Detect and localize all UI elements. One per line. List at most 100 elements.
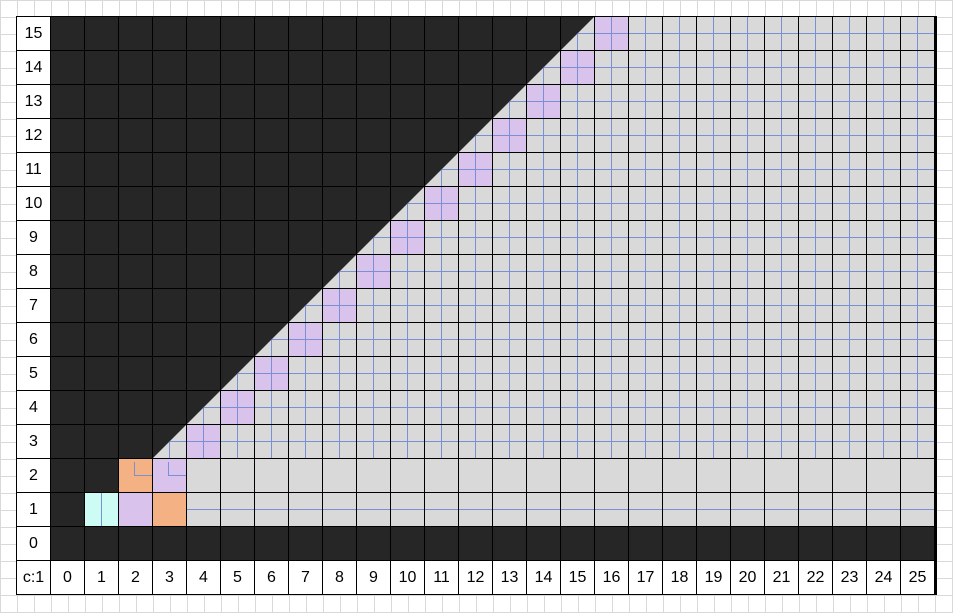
grid-cell xyxy=(765,459,798,492)
grid-cell xyxy=(357,357,390,390)
grid-cell xyxy=(391,119,424,152)
grid-cell xyxy=(629,153,662,186)
grid-cell xyxy=(595,357,628,390)
grid-cell xyxy=(765,357,798,390)
grid-cell xyxy=(459,391,492,424)
grid-cell xyxy=(867,527,900,560)
grid-cell xyxy=(187,187,220,220)
grid-cell xyxy=(901,187,934,220)
column-label: 23 xyxy=(833,561,866,594)
grid-cell xyxy=(85,221,118,254)
grid-cell xyxy=(221,221,254,254)
grid-cell xyxy=(493,255,526,288)
grid-cell xyxy=(425,357,458,390)
grid-cell xyxy=(289,425,322,458)
grid-cell xyxy=(221,17,254,50)
column-label: 14 xyxy=(527,561,560,594)
grid-cell xyxy=(459,187,492,220)
grid-cell xyxy=(289,85,322,118)
grid-cell xyxy=(765,85,798,118)
grid-cell xyxy=(425,187,458,220)
grid-cell xyxy=(867,17,900,50)
grid-cell xyxy=(425,391,458,424)
row-label: 7 xyxy=(17,289,50,322)
grid-cell xyxy=(595,323,628,356)
grid-cell xyxy=(799,459,832,492)
grid-cell xyxy=(425,221,458,254)
grid-cell xyxy=(765,255,798,288)
column-label: 13 xyxy=(493,561,526,594)
grid-cell xyxy=(85,425,118,458)
grid-cell xyxy=(323,17,356,50)
grid-cell xyxy=(561,391,594,424)
grid-cell xyxy=(629,425,662,458)
grid-cell xyxy=(255,255,288,288)
grid-cell xyxy=(289,493,322,526)
grid-cell xyxy=(901,85,934,118)
grid-cell xyxy=(391,357,424,390)
grid-cell xyxy=(901,51,934,84)
grid-cell xyxy=(153,187,186,220)
grid-cell xyxy=(357,323,390,356)
grid-cell xyxy=(255,391,288,424)
grid-cell xyxy=(51,425,84,458)
grid-cell xyxy=(595,425,628,458)
grid-cell xyxy=(323,459,356,492)
grid-cell xyxy=(459,221,492,254)
grid-cell xyxy=(289,119,322,152)
grid-cell xyxy=(901,153,934,186)
grid-cell xyxy=(527,459,560,492)
grid-cell xyxy=(765,119,798,152)
grid-cell xyxy=(187,493,220,526)
grid-cell xyxy=(663,357,696,390)
grid-cell xyxy=(765,289,798,322)
grid-cell xyxy=(459,51,492,84)
grid-cell xyxy=(731,187,764,220)
grid-cell xyxy=(561,425,594,458)
grid-cell xyxy=(255,425,288,458)
grid-cell xyxy=(731,323,764,356)
grid-cell xyxy=(901,255,934,288)
grid-cell xyxy=(51,119,84,152)
column-label: 12 xyxy=(459,561,492,594)
grid-cell xyxy=(459,153,492,186)
grid-cell xyxy=(357,391,390,424)
grid-cell xyxy=(357,85,390,118)
corner-label: c:1 xyxy=(17,561,50,594)
grid-cell xyxy=(187,153,220,186)
grid-cell xyxy=(799,51,832,84)
grid-cell xyxy=(425,425,458,458)
grid-cell xyxy=(901,289,934,322)
grid-cell xyxy=(765,527,798,560)
grid-cell xyxy=(357,425,390,458)
column-label: 16 xyxy=(595,561,628,594)
row-label: 4 xyxy=(17,391,50,424)
grid-cell xyxy=(595,527,628,560)
grid-cell xyxy=(85,289,118,322)
column-label: 2 xyxy=(119,561,152,594)
grid-cell xyxy=(867,85,900,118)
grid-cell xyxy=(833,51,866,84)
grid-cell xyxy=(493,357,526,390)
grid-cell xyxy=(867,459,900,492)
grid-cell xyxy=(765,221,798,254)
grid-cell xyxy=(255,289,288,322)
grid-cell xyxy=(867,289,900,322)
grid-cell xyxy=(289,187,322,220)
grid-cell xyxy=(51,17,84,50)
grid-cell xyxy=(629,119,662,152)
grid-cell xyxy=(391,527,424,560)
grid-cell xyxy=(323,153,356,186)
grid-cell xyxy=(561,153,594,186)
grid-cell xyxy=(867,493,900,526)
grid-cell xyxy=(153,391,186,424)
grid-cell xyxy=(731,493,764,526)
grid-cell xyxy=(493,153,526,186)
grid-cell xyxy=(221,187,254,220)
column-label: 15 xyxy=(561,561,594,594)
grid-cell xyxy=(663,527,696,560)
grid-cell xyxy=(833,85,866,118)
grid-cell xyxy=(731,153,764,186)
grid-cell xyxy=(799,17,832,50)
grid-cell xyxy=(459,289,492,322)
